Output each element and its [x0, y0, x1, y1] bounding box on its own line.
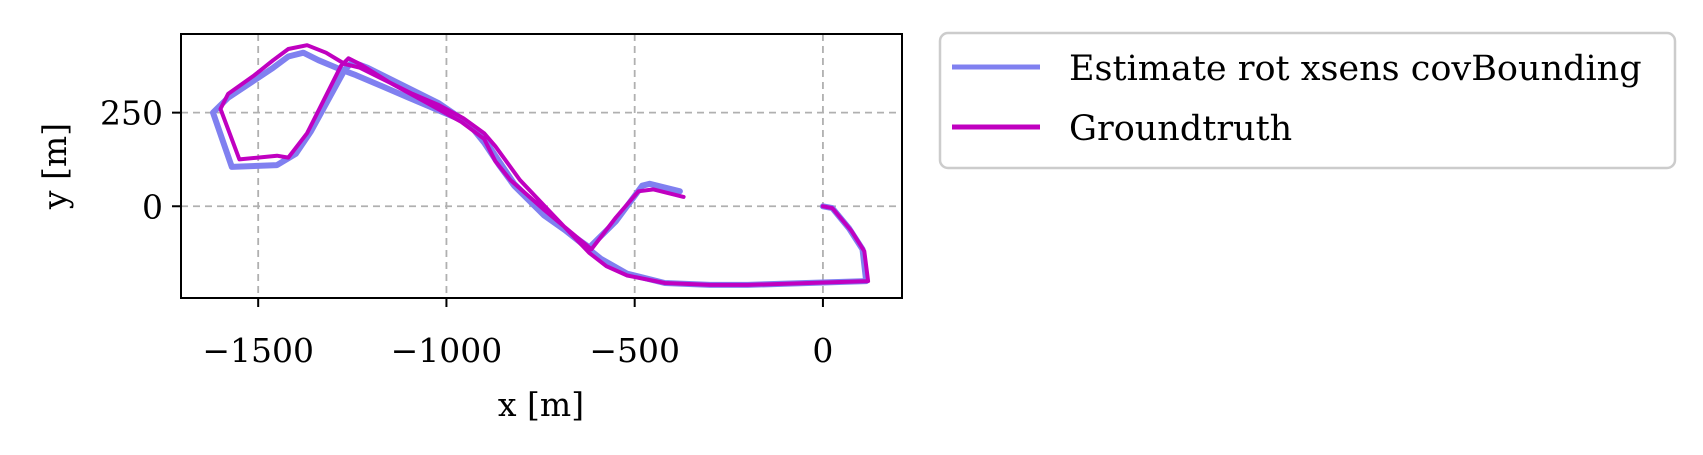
legend-label-groundtruth: Groundtruth	[1069, 109, 1292, 149]
x-tick-label-1: −1000	[391, 331, 503, 370]
x-tick-label-3: 0	[812, 331, 833, 370]
legend: Estimate rot xsens covBounding Groundtru…	[938, 31, 1677, 170]
y-tick-label-1: 250	[100, 94, 163, 133]
y-tick-label-0: 0	[142, 187, 163, 226]
x-tick-label-0: −1500	[202, 331, 314, 370]
series-lines	[210, 43, 871, 288]
legend-label-estimate: Estimate rot xsens covBounding	[1069, 49, 1642, 89]
y-axis-label: y [m]	[35, 123, 74, 210]
x-axis-label: x [m]	[498, 385, 584, 424]
x-tick-label-2: −500	[589, 331, 680, 370]
legend-frame	[938, 31, 1677, 170]
plot-frame	[180, 33, 903, 299]
axis-ticks: −1500 −1000 −500 0 0 250	[100, 94, 833, 370]
series-line-groundtruth	[218, 43, 871, 287]
